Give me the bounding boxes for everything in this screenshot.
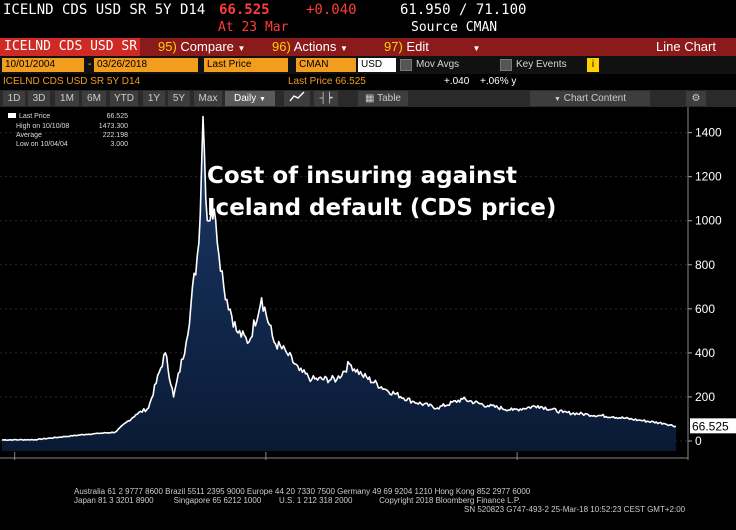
footer-contacts-1: Australia 61 2 9777 8600 Brazil 5511 239… xyxy=(74,487,531,496)
series-last-price: Last Price 66.525 xyxy=(288,76,366,87)
footer-contacts-2: Japan 81 3 3201 8900 Singapore 65 6212 1… xyxy=(74,496,521,505)
series-name: ICELND CDS USD SR 5Y D14 xyxy=(3,76,141,87)
chart-legend: Last Price 66.525 High on 10/10/08 1473.… xyxy=(8,113,128,155)
legend-last-price-label: Last Price xyxy=(19,113,51,120)
actions-label: Actions xyxy=(293,39,337,54)
field-select[interactable]: Last Price xyxy=(204,58,288,72)
tab-5y[interactable]: 5Y xyxy=(168,91,190,106)
y-tick-label: 600 xyxy=(695,302,715,316)
bar-style-icon[interactable]: ┤┝ xyxy=(314,91,338,106)
chevron-down-icon: ▼ xyxy=(339,44,348,53)
end-date-field[interactable]: 03/26/2018 xyxy=(94,58,198,72)
price-range: 61.950 / 71.100 xyxy=(400,2,527,18)
y-tick-label: 1400 xyxy=(695,126,722,140)
footer-session: SN 520823 G747-493-2 25-Mar-18 10:52:23 … xyxy=(464,505,686,514)
series-change-pct: +.06% y xyxy=(480,76,517,87)
legend-avg-value: 222.198 xyxy=(102,132,128,139)
chart-annotation: Cost of insuring against Iceland default… xyxy=(207,160,556,224)
y-tick-label: 400 xyxy=(695,346,715,360)
command-bar: ICELND CDS USD SR 95) Compare ▼ 96) Acti… xyxy=(0,38,736,56)
tab-max[interactable]: Max xyxy=(194,91,222,106)
annotation-line-2: Iceland default (CDS price) xyxy=(207,195,557,221)
last-price-tag-label: 66.525 xyxy=(692,419,729,433)
chart-type-label: Line Chart xyxy=(656,39,716,54)
legend-high-label: High on 10/10/08 xyxy=(16,123,70,130)
legend-avg-label: Average xyxy=(16,132,42,139)
compare-num: 95) xyxy=(158,39,177,54)
chevron-down-icon: ▼ xyxy=(472,44,481,53)
grid-icon: ▦ xyxy=(365,93,375,104)
y-axis: 0 200 400 600 800 1000 1200 1400 xyxy=(687,107,722,460)
y-tick-label: 0 xyxy=(695,434,702,448)
chart-inputs: 10/01/2004 - 03/26/2018 Last Price CMAN … xyxy=(0,56,736,74)
price-change: +0.040 xyxy=(306,2,357,18)
quote-header: ICELND CDS USD SR 5Y D14 66.525 +0.040 6… xyxy=(0,0,736,38)
y-tick-label: 800 xyxy=(695,258,715,272)
quote-date: At 23 Mar xyxy=(218,20,289,35)
legend-swatch xyxy=(8,113,16,118)
line-chart-icon[interactable] xyxy=(284,91,310,106)
source-select[interactable]: CMAN xyxy=(296,58,356,72)
actions-menu[interactable]: 96) Actions ▼ xyxy=(272,38,348,56)
period-tabs: 1D 3D 1M 6M YTD 1Y 5Y Max Daily ▼ ┤┝ ▦ T… xyxy=(0,90,736,107)
y-tick-label: 1200 xyxy=(695,170,722,184)
info-icon[interactable]: i xyxy=(587,58,599,72)
tab-6m[interactable]: 6M xyxy=(82,91,106,106)
table-button[interactable]: ▦ Table xyxy=(358,91,408,106)
legend-high-value: 1473.300 xyxy=(98,123,128,130)
chevron-down-icon: ▼ xyxy=(259,96,266,103)
period-select[interactable]: Daily ▼ xyxy=(225,91,275,106)
security-title: ICELND CDS USD SR xyxy=(0,38,140,56)
actions-num: 96) xyxy=(272,39,291,54)
period-label: Daily xyxy=(234,93,257,104)
footer: Australia 61 2 9777 8600 Brazil 5511 239… xyxy=(0,484,736,530)
last-price-value: 66.525 xyxy=(219,2,270,18)
series-change: +.040 xyxy=(444,76,470,87)
legend-last-price-value: 66.525 xyxy=(106,113,128,120)
last-price-tag-box xyxy=(690,418,736,434)
tab-1y[interactable]: 1Y xyxy=(143,91,165,106)
compare-menu[interactable]: 95) Compare ▼ xyxy=(158,38,245,56)
key-events-label: Key Events xyxy=(516,59,567,70)
chevron-down-icon: ▼ xyxy=(554,96,561,103)
price-chart[interactable]: 0 200 400 600 800 1000 1200 1400 2005-20092010-… xyxy=(0,107,736,460)
annotation-line-1: Cost of insuring against xyxy=(207,163,518,189)
start-date-field[interactable]: 10/01/2004 xyxy=(2,58,84,72)
quote-source: Source CMAN xyxy=(411,20,498,35)
y-tick-label: 200 xyxy=(695,390,715,404)
edit-menu[interactable]: 97) Edit ▼ xyxy=(384,38,480,56)
tab-1d[interactable]: 1D xyxy=(3,91,25,106)
chart-content-button[interactable]: ▼ Chart Content xyxy=(530,91,650,106)
y-tick-label: 1000 xyxy=(695,214,722,228)
compare-label: Compare xyxy=(180,39,234,54)
ticker-title: ICELND CDS USD SR 5Y D14 xyxy=(3,2,206,18)
price-line xyxy=(2,115,677,442)
mov-avgs-label: Mov Avgs xyxy=(416,59,460,70)
x-axis: 2005-20092010-20142015-2019 xyxy=(0,452,688,460)
date-separator: - xyxy=(88,59,92,70)
gear-icon[interactable]: ⚙ xyxy=(686,91,706,106)
legend-last-price: Last Price xyxy=(8,113,50,120)
currency-select[interactable]: USD xyxy=(358,58,396,72)
edit-num: 97) xyxy=(384,39,403,54)
chevron-down-icon: ▼ xyxy=(237,44,246,53)
legend-low-label: Low on 10/04/04 xyxy=(16,141,68,148)
mov-avgs-checkbox[interactable] xyxy=(400,59,412,71)
tab-ytd[interactable]: YTD xyxy=(110,91,138,106)
last-price-tag: 66.525 xyxy=(690,418,736,434)
legend-low-value: 3.000 xyxy=(110,141,128,148)
key-events-checkbox[interactable] xyxy=(500,59,512,71)
tab-3d[interactable]: 3D xyxy=(28,91,50,106)
series-info: ICELND CDS USD SR 5Y D14 Last Price 66.5… xyxy=(0,74,736,90)
chart-content-label: Chart Content xyxy=(563,93,626,104)
tab-1m[interactable]: 1M xyxy=(55,91,79,106)
edit-label: Edit xyxy=(406,39,429,54)
table-label: Table xyxy=(377,93,401,104)
